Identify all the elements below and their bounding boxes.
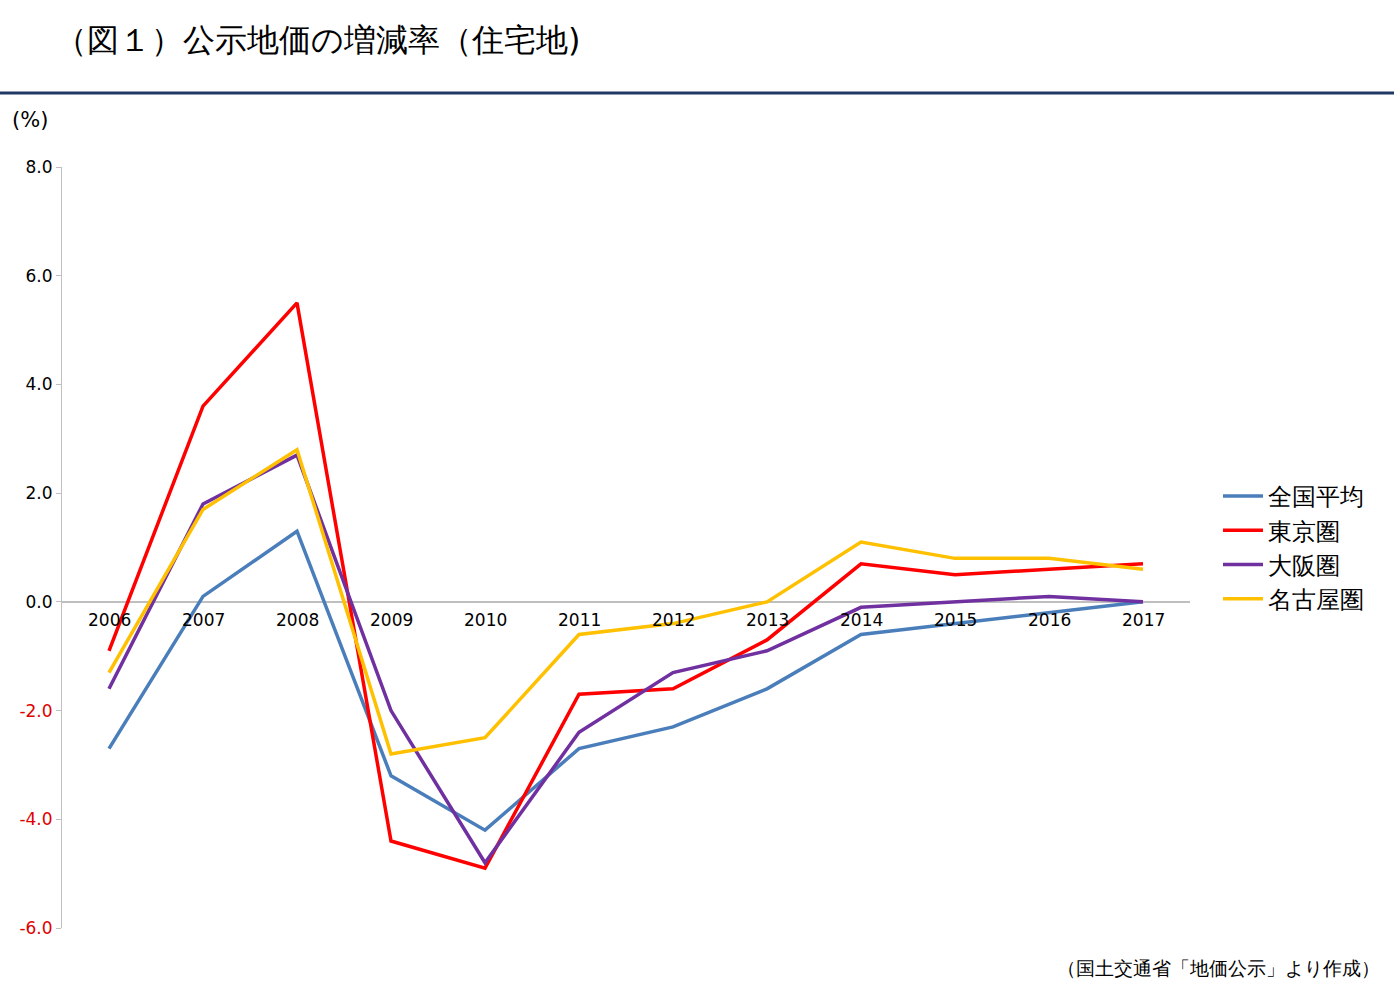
svg-text:2.0: 2.0 (26, 483, 53, 503)
svg-text:8.0: 8.0 (26, 157, 53, 177)
svg-text:-6.0: -6.0 (19, 918, 52, 938)
svg-text:全国平均: 全国平均 (1268, 483, 1364, 511)
svg-text:（国土交通省「地価公示」より作成）: （国土交通省「地価公示」より作成） (1057, 957, 1380, 979)
svg-text:名古屋圏: 名古屋圏 (1268, 586, 1364, 614)
svg-text:2014: 2014 (840, 610, 883, 630)
svg-text:2010: 2010 (464, 610, 507, 630)
svg-text:2011: 2011 (558, 610, 601, 630)
svg-text:2015: 2015 (934, 610, 977, 630)
svg-text:4.0: 4.0 (26, 374, 53, 394)
svg-text:2016: 2016 (1028, 610, 1071, 630)
svg-text:東京圏: 東京圏 (1268, 518, 1340, 546)
svg-text:(%): (%) (12, 108, 48, 132)
svg-text:2006: 2006 (88, 610, 131, 630)
svg-text:-2.0: -2.0 (19, 701, 52, 721)
svg-text:0.0: 0.0 (26, 592, 53, 612)
svg-text:（図１）公示地価の増減率（住宅地): （図１）公示地価の増減率（住宅地) (55, 21, 580, 59)
svg-text:-4.0: -4.0 (19, 809, 52, 829)
svg-text:2012: 2012 (652, 610, 695, 630)
svg-text:2017: 2017 (1122, 610, 1165, 630)
svg-text:2007: 2007 (182, 610, 225, 630)
svg-text:大阪圏: 大阪圏 (1268, 552, 1340, 580)
svg-text:6.0: 6.0 (26, 266, 53, 286)
svg-text:2009: 2009 (370, 610, 413, 630)
svg-text:2013: 2013 (746, 610, 789, 630)
svg-text:2008: 2008 (276, 610, 319, 630)
